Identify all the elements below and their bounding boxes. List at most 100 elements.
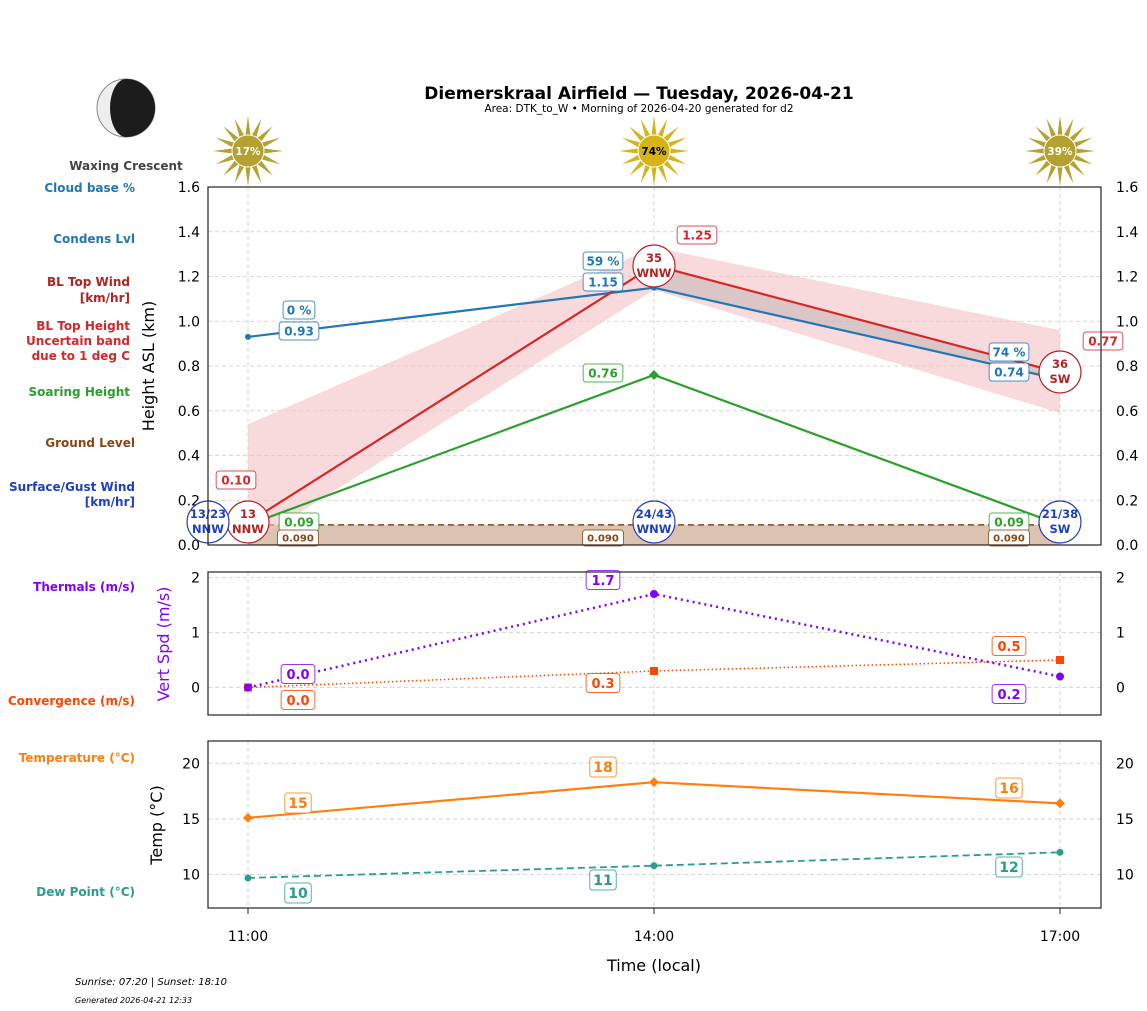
thermals-point (1056, 672, 1064, 681)
sun-icon: 39% (1025, 116, 1095, 186)
y-tick-label: 1 (191, 626, 200, 642)
thermals-point (650, 590, 658, 598)
chart-title: Diemerskraal Airfield — Tuesday, 2026-04… (424, 84, 853, 104)
convergence-point (1056, 656, 1064, 664)
dewpoint-line (247, 851, 1061, 879)
ground-level-label-box (988, 529, 1030, 547)
legend-cloud-base: Cloud base % (44, 181, 135, 195)
y-tick-label-right: 15 (1116, 812, 1134, 828)
y-tick-label-right: 20 (1116, 756, 1134, 772)
surface-wind-direction: SW (1050, 522, 1071, 536)
bl-uncertainty-band (248, 247, 1060, 545)
x-axis-label: Time (local) (606, 956, 701, 975)
legend-surface-wind-unit: [km/hr] (85, 495, 135, 509)
bl-top-wind-direction: SW (1050, 372, 1071, 386)
y-axis-label-temp: Temp (°C) (147, 785, 166, 865)
legend-labels: Cloud base % Condens Lvl BL Top Wind [km… (8, 181, 135, 899)
x-tick-label: 11:00 (228, 929, 268, 945)
y-tick-label-right: 0.4 (1116, 449, 1138, 465)
y-tick-label-right: 2 (1116, 571, 1125, 587)
dewpoint-label-box (589, 869, 617, 891)
temperature-label-box (995, 777, 1023, 799)
legend-ground: Ground Level (45, 436, 135, 450)
dewpoint-label: 12 (999, 860, 1018, 876)
y-tick-label-right: 1.6 (1116, 180, 1138, 196)
legend-bl-top: BL Top Height (36, 319, 130, 333)
thermals-line (247, 592, 1061, 689)
condens-level-label: 0.93 (284, 324, 314, 338)
sun-cover-label: 17% (235, 146, 261, 158)
dewpoint-point (1056, 848, 1064, 856)
legend-convergence: Convergence (m/s) (8, 694, 135, 708)
y-tick-label: 20 (182, 756, 200, 772)
condens-level-label-box (988, 362, 1030, 382)
y-tick-label-right: 0 (1116, 681, 1125, 697)
y-tick-label: 0.8 (178, 359, 200, 375)
temperature-point (1055, 798, 1065, 809)
cloud-base-pct-label-box (282, 300, 316, 320)
sun-rays (1025, 116, 1095, 186)
sun-disc (637, 134, 671, 168)
dewpoint-point (244, 874, 252, 882)
y-tick-label: 1.6 (178, 180, 200, 196)
cloud-base-pct-label-box (988, 342, 1030, 362)
bl-top-label-box (676, 225, 718, 245)
legend-dewpoint: Dew Point (°C) (36, 885, 135, 899)
ground-level-label-box (277, 529, 319, 547)
sun-disc (1043, 134, 1077, 168)
condens-point (245, 333, 251, 340)
sun-cover-label: 74% (641, 146, 667, 158)
convergence-point (650, 667, 658, 675)
y-tick-label: 0 (191, 681, 200, 697)
sun-cover-label: 39% (1047, 146, 1073, 158)
y-tick-label-right: 10 (1116, 868, 1134, 884)
plot-frame (207, 186, 1102, 546)
plot-frame (207, 740, 1102, 909)
y-tick-label-right: 1.4 (1116, 225, 1138, 241)
temperature-label-box (589, 756, 617, 778)
plot-frame (207, 571, 1102, 716)
surface-wind-circle (632, 500, 676, 544)
legend-temperature: Temperature (°C) (19, 751, 135, 765)
dewpoint-label-box (995, 856, 1023, 878)
temperature-label: 15 (288, 796, 307, 812)
ground-level-label: 0.090 (587, 534, 619, 545)
thermals-point (244, 683, 252, 692)
bl-top-wind-circle (1038, 350, 1082, 394)
legend-bl-wind: BL Top Wind (47, 275, 130, 289)
bl-top-wind-direction: WNW (637, 266, 672, 280)
convergence-label: 0.5 (997, 640, 1020, 655)
thermals-label-box (991, 684, 1027, 704)
condens-level-label-box (582, 272, 624, 292)
condens-level-label-box (278, 321, 320, 341)
moon-phase-label: Waxing Crescent (69, 159, 183, 173)
y-tick-label: 1.4 (178, 225, 200, 241)
temperature-point (243, 812, 253, 823)
legend-condens: Condens Lvl (53, 232, 135, 246)
legend-bl-wind-unit: [km/hr] (80, 291, 130, 305)
thermals-label: 1.7 (591, 574, 614, 589)
bl-top-label-box (1082, 331, 1124, 351)
bl-top-wind-circle (632, 244, 676, 288)
ground-level-label: 0.090 (282, 534, 314, 545)
y-tick-label: 15 (182, 812, 200, 828)
bl-top-wind-direction: NNW (232, 522, 264, 536)
surface-wind-speed: 21/38 (1042, 507, 1078, 521)
ground-level-label: 0.090 (993, 534, 1025, 545)
condens-level-label: 1.15 (588, 275, 618, 289)
legend-bl-band: Uncertain band (26, 334, 130, 348)
convergence-line (247, 659, 1061, 689)
y-tick-label: 1.0 (178, 314, 200, 330)
y-tick-label-right: 0.0 (1116, 538, 1138, 554)
bl-top-label: 1.25 (682, 228, 712, 242)
dewpoint-label: 11 (593, 873, 612, 889)
dewpoint-label-box (284, 882, 312, 904)
convergence-label: 0.3 (591, 677, 614, 692)
temperature-point (649, 777, 659, 788)
temperature-label: 18 (593, 760, 612, 776)
legend-bl-band-2: due to 1 deg C (32, 349, 131, 363)
cloud-base-pct-label-box (582, 251, 624, 271)
y-axis-label-vert: Vert Spd (m/s) (154, 587, 173, 702)
